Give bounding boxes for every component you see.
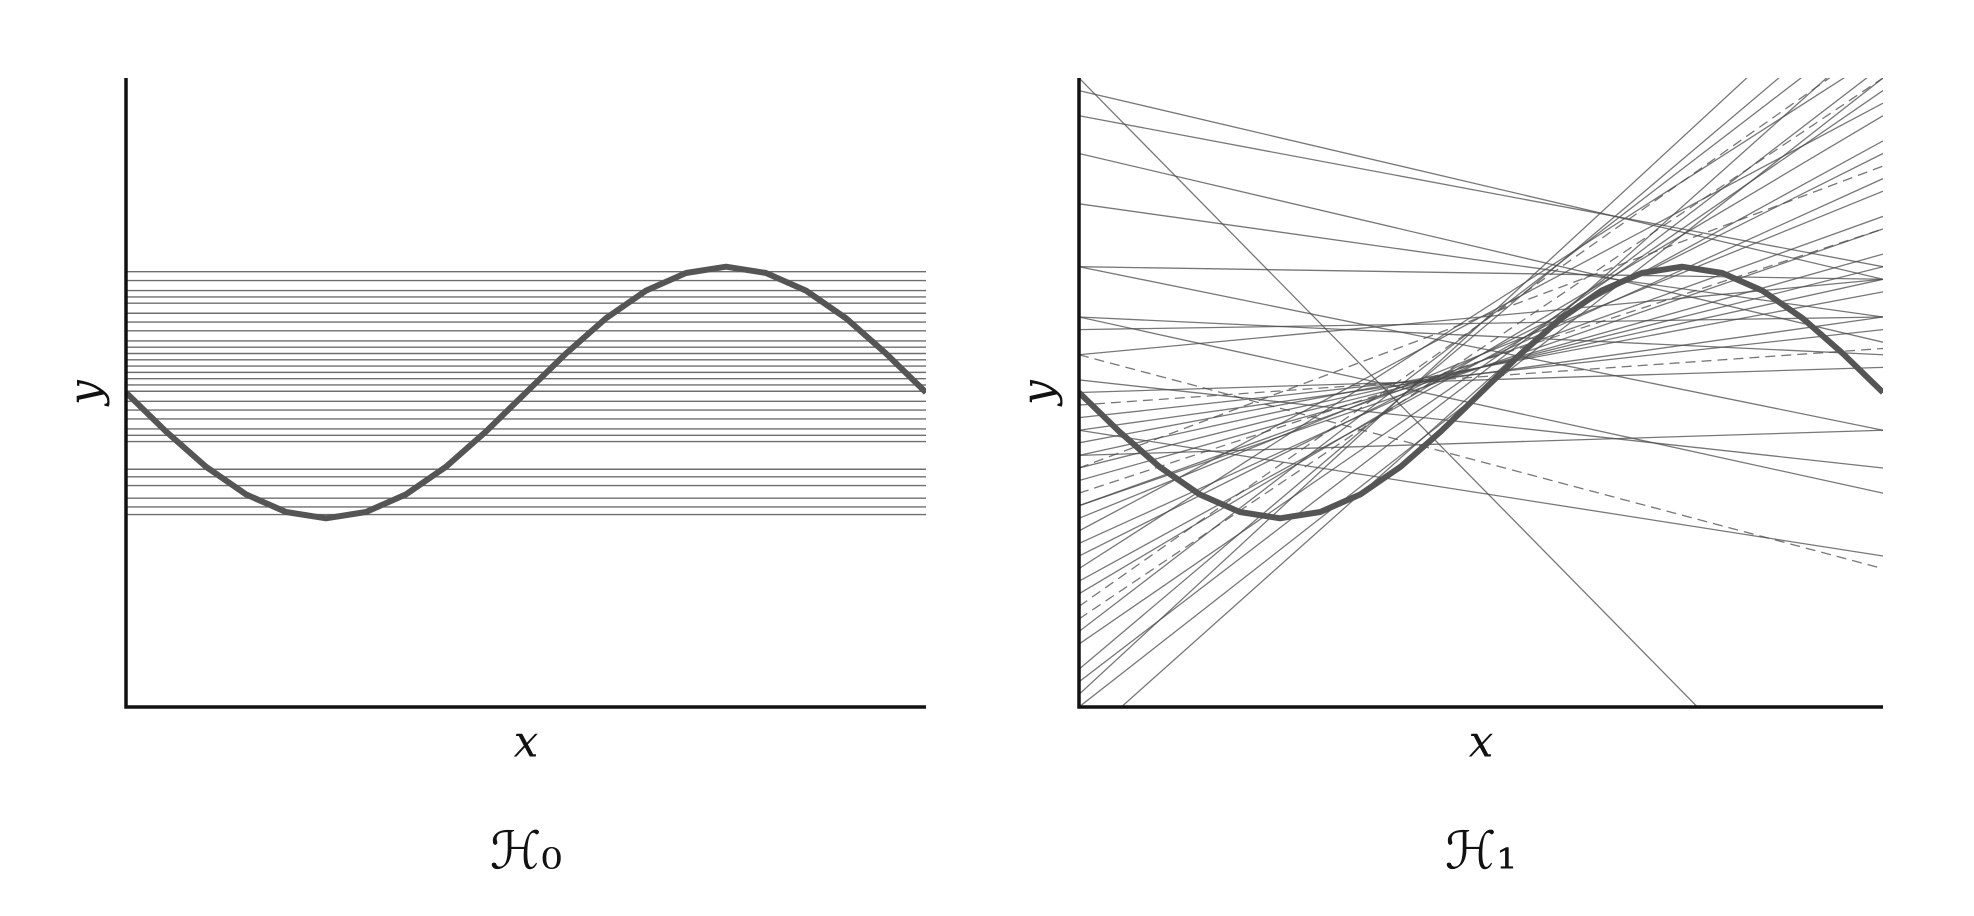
hypothesis-line — [1079, 429, 1883, 457]
target-curve — [1079, 263, 1883, 522]
hypothesis-line — [1079, 379, 1883, 469]
hypothesis-line — [1079, 354, 1883, 570]
hypothesis-line — [1079, 203, 1883, 318]
hypothesis-line — [1120, 78, 1828, 707]
hypothesis-line — [1079, 266, 1883, 280]
hypothesis-line — [1079, 429, 1883, 557]
hypothesis-line — [1079, 228, 1883, 494]
y-axis-label: y — [60, 379, 111, 407]
hypothesis-line — [1079, 78, 1831, 607]
hypothesis-line — [1079, 266, 1883, 431]
hypothesis-line — [1079, 347, 1883, 406]
hypothesis-line — [1079, 152, 1883, 343]
axes — [1077, 78, 1883, 709]
target-curve — [126, 263, 926, 522]
hypothesis-line — [1079, 328, 1883, 419]
hypothesis-line — [1079, 78, 1748, 695]
hypothesis-line — [1079, 278, 1883, 356]
hypothesis-line — [1079, 316, 1883, 356]
hypothesis-line — [1079, 78, 1699, 707]
hypothesis-line — [1079, 190, 1883, 519]
hypothesis-line — [1079, 228, 1883, 507]
axes — [124, 78, 926, 709]
x-axis-label: x — [514, 717, 539, 768]
hypothesis-line — [1079, 78, 1845, 570]
panel-title: ℋ₀ — [490, 822, 562, 882]
plot-area — [1079, 78, 1883, 707]
hypothesis-line — [1079, 115, 1883, 268]
plot-area — [126, 263, 926, 522]
hypothesis-line — [1079, 89, 1883, 280]
x-axis-label: x — [1469, 717, 1494, 768]
hypothesis-line — [1079, 316, 1883, 494]
hypothesis-line — [1079, 366, 1883, 394]
y-axis-label: y — [1013, 379, 1064, 407]
panel-title: ℋ₁ — [1445, 822, 1517, 882]
hypothesis-line — [1079, 78, 1780, 670]
